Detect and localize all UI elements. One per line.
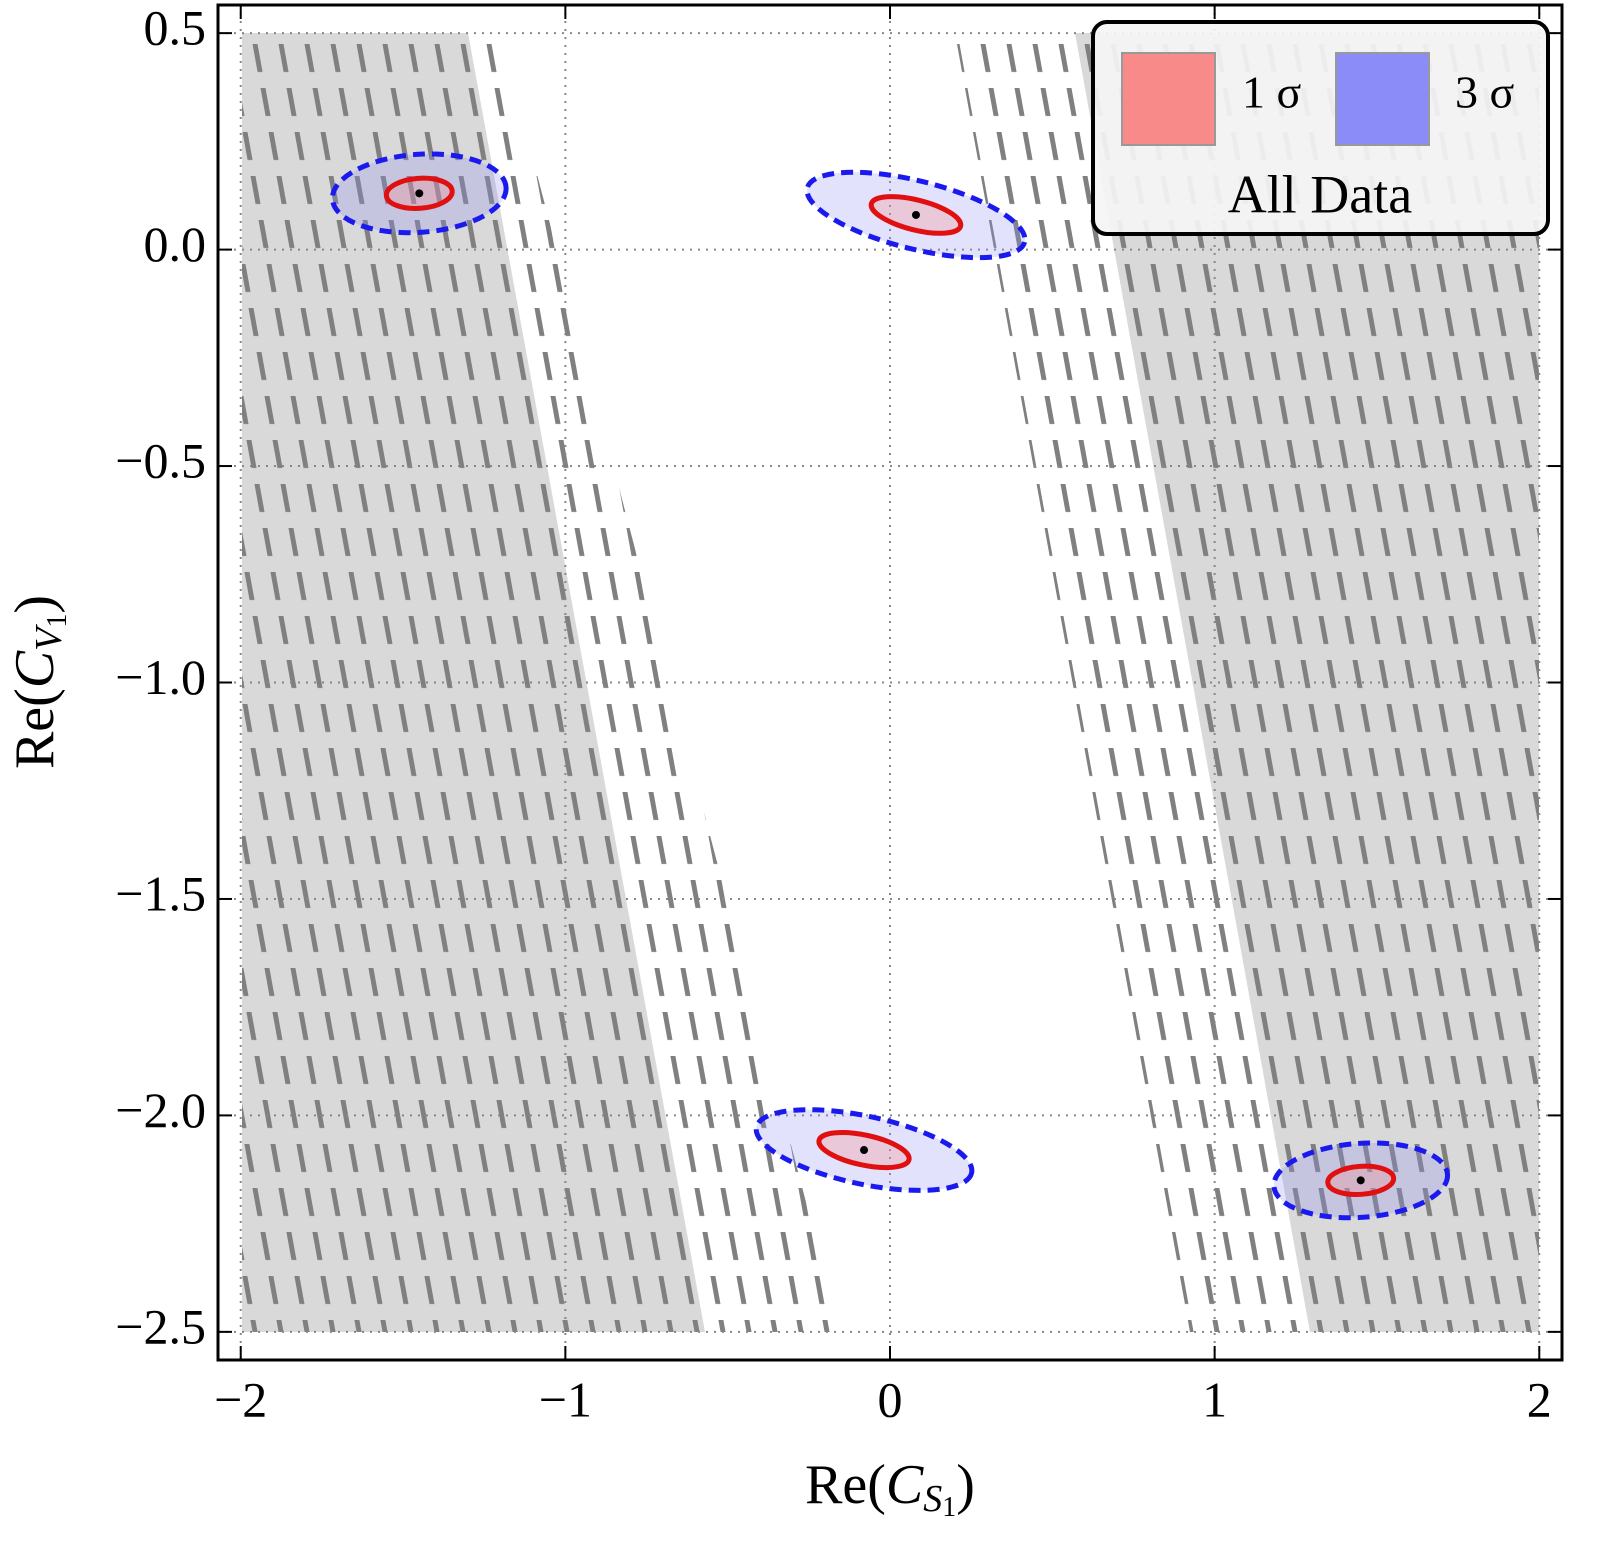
legend: 1 σ 3 σ All Data bbox=[1091, 20, 1550, 236]
hatch-band bbox=[955, 33, 1539, 1332]
y-tick-label: 0.5 bbox=[144, 0, 207, 56]
y-tick-label: −1.0 bbox=[115, 649, 206, 705]
excluded-regions bbox=[242, 33, 1539, 1332]
x-tick-label: 0 bbox=[878, 1371, 903, 1427]
hatch-band bbox=[242, 33, 840, 1332]
y-axis-label: Re(CV1) bbox=[4, 595, 74, 769]
y-tick-label: −2.5 bbox=[115, 1298, 206, 1354]
best-fit-point bbox=[1356, 1176, 1365, 1185]
x-tick-label: 2 bbox=[1527, 1371, 1552, 1427]
legend-label: 3 σ bbox=[1455, 67, 1515, 118]
x-tick-label: −1 bbox=[539, 1371, 592, 1427]
y-tick-label: −1.5 bbox=[115, 865, 206, 921]
best-fit-point bbox=[911, 210, 920, 219]
x-tick-label: 1 bbox=[1202, 1371, 1227, 1427]
legend-label: 1 σ bbox=[1242, 67, 1302, 118]
y-tick-label: 0.0 bbox=[144, 216, 207, 272]
legend-swatch bbox=[1335, 52, 1430, 146]
legend-title: All Data bbox=[1228, 164, 1412, 224]
legend-swatch bbox=[1121, 52, 1216, 146]
y-tick-label: −0.5 bbox=[115, 433, 206, 489]
x-tick-label: −2 bbox=[214, 1371, 267, 1427]
y-tick-label: −2.0 bbox=[115, 1082, 206, 1138]
x-axis-label: Re(CS1) bbox=[805, 1454, 975, 1524]
best-fit-point bbox=[860, 1146, 869, 1155]
best-fit-point bbox=[415, 189, 424, 198]
